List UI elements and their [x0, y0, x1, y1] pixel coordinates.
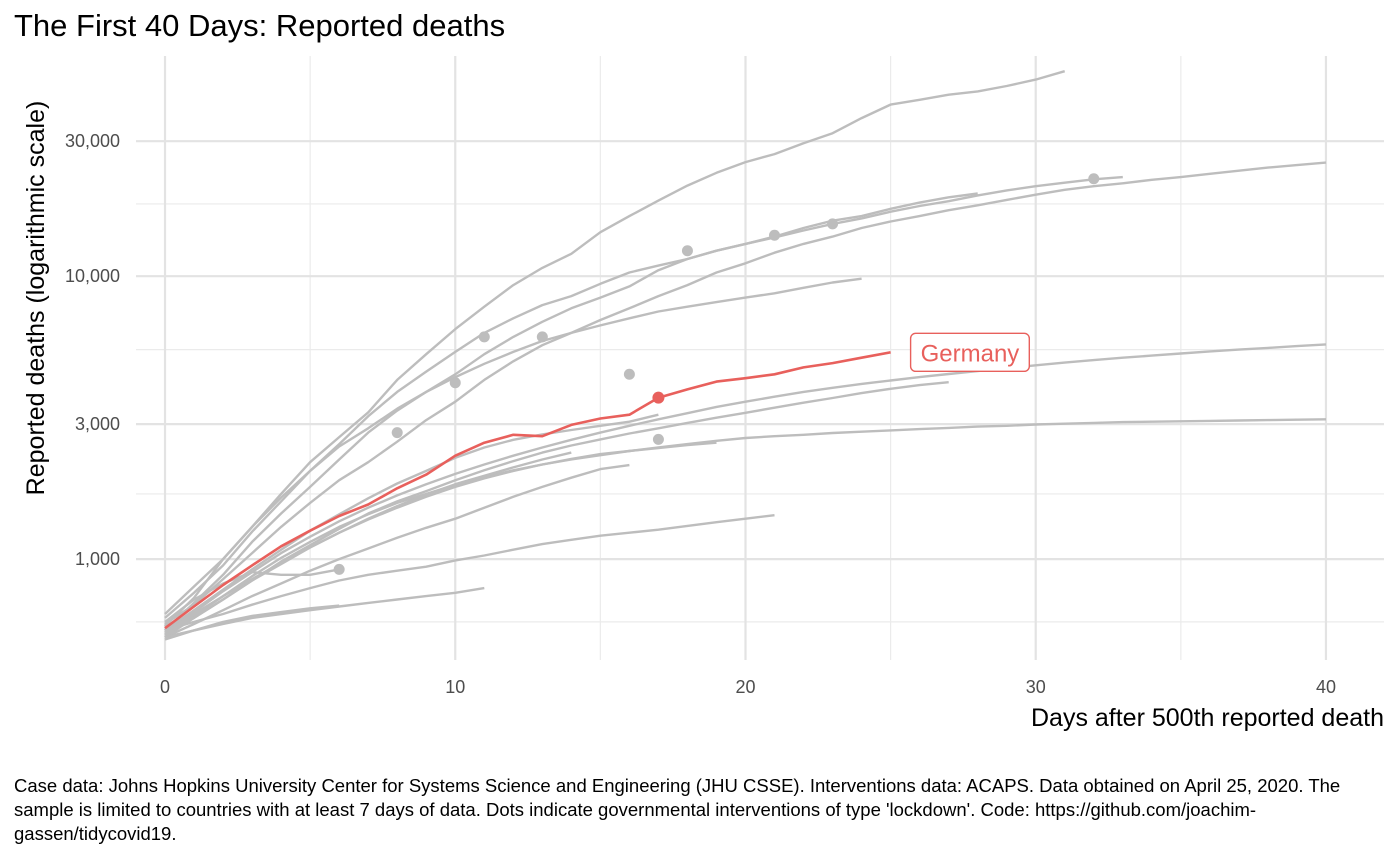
- country-series-line: [164, 568, 340, 623]
- lockdown-dots: [333, 173, 1100, 575]
- lockdown-dot: [449, 377, 461, 389]
- lockdown-dot: [333, 563, 345, 575]
- country-series-line: [164, 277, 862, 615]
- lockdown-dot: [478, 331, 490, 343]
- country-series-line: [164, 451, 572, 634]
- lockdown-dot: [769, 229, 781, 241]
- lockdown-dot: [681, 245, 693, 257]
- germany-label: Germany: [909, 332, 1031, 373]
- country-series-line: [164, 161, 1327, 625]
- highlight-series: Germany: [164, 332, 1031, 630]
- minor-grid: [136, 56, 1384, 660]
- germany-label-box: [909, 332, 1031, 373]
- x-tick-label: 10: [445, 677, 465, 697]
- country-series-line: [164, 381, 949, 639]
- lockdown-dot: [827, 218, 839, 230]
- country-series-line: [164, 463, 630, 639]
- country-series-line: [164, 175, 1123, 632]
- y-tick-label: 10,000: [65, 266, 120, 286]
- y-tick-label: 3,000: [75, 414, 120, 434]
- major-grid: [136, 56, 1384, 660]
- country-series-line: [164, 604, 340, 641]
- germany-series-line: [164, 351, 891, 630]
- country-series: [164, 70, 1327, 641]
- lockdown-dot: [1088, 173, 1100, 185]
- country-series-line: [164, 343, 1327, 632]
- lockdown-dot: [623, 368, 635, 380]
- x-tick-label: 30: [1026, 677, 1046, 697]
- germany-label-text: Germany: [921, 340, 1020, 367]
- y-axis-title: Reported deaths (logarithmic scale): [22, 101, 50, 496]
- country-series-line: [164, 418, 1327, 636]
- chart-title: The First 40 Days: Reported deaths: [14, 8, 506, 43]
- x-tick-label: 0: [160, 677, 170, 697]
- y-tick-label: 30,000: [65, 131, 120, 151]
- chart-caption: Case data: Johns Hopkins University Cent…: [14, 775, 1341, 844]
- lockdown-dot: [652, 433, 664, 445]
- y-tick-label: 1,000: [75, 549, 120, 569]
- tick-labels: 0 10 20 30 40 1,000 3,000 10,000 30,000: [65, 131, 1336, 697]
- lockdown-dot: [391, 427, 403, 439]
- country-series-line: [164, 514, 775, 632]
- x-tick-label: 20: [735, 677, 755, 697]
- x-axis-title: Days after 500th reported death: [1031, 704, 1384, 732]
- country-series-line: [164, 586, 485, 639]
- germany-lockdown-dot: [652, 391, 665, 404]
- lockdown-dot: [536, 331, 548, 343]
- x-tick-label: 40: [1316, 677, 1336, 697]
- country-series-line: [164, 70, 1066, 627]
